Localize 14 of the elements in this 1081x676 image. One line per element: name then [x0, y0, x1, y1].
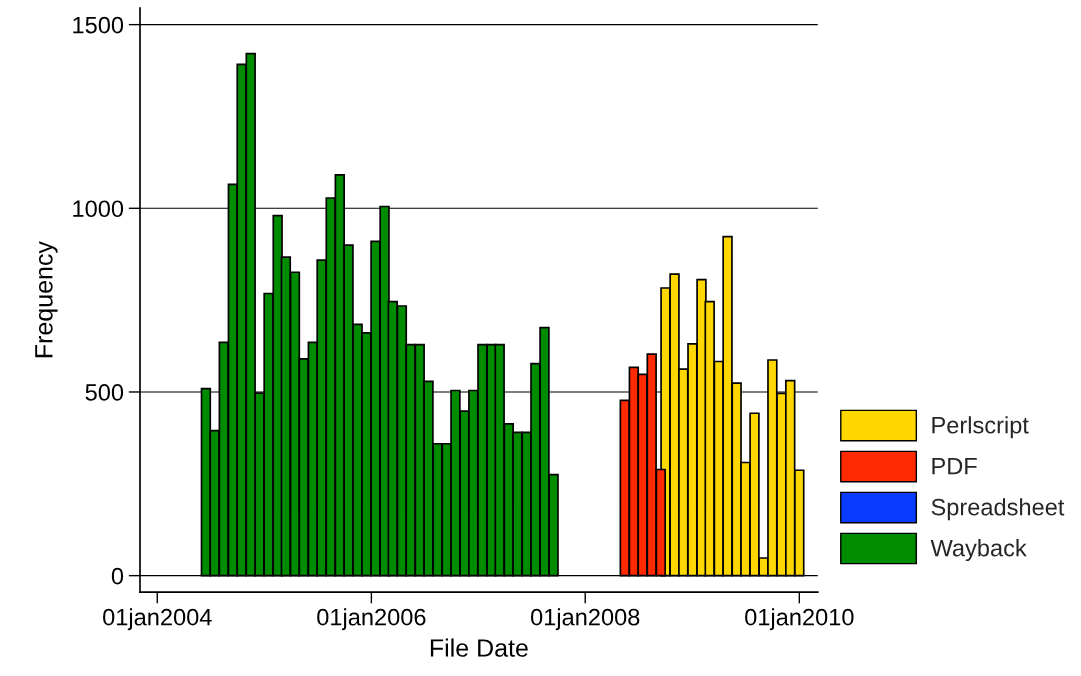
x-tick-label: 01jan2004: [103, 608, 212, 631]
y-tick-label: 500: [85, 384, 124, 401]
x-tick-label: 01jan2010: [745, 608, 854, 631]
legend-label: Perlscript: [932, 416, 1029, 439]
x-tick-label: 01jan2008: [530, 608, 640, 631]
legend-label: PDF: [932, 458, 977, 475]
y-tick-label: 0: [111, 567, 124, 585]
y-tick-label: 1000: [73, 200, 124, 218]
x-tick-label: 01jan2006: [317, 608, 426, 631]
x-axis-title: File Date: [430, 638, 528, 657]
y-tick-label: 1500: [73, 16, 124, 34]
legend-label: Wayback: [930, 539, 1027, 562]
y-axis-title: Frequency: [35, 241, 58, 358]
legend-label: Spreadsheet: [931, 498, 1065, 521]
